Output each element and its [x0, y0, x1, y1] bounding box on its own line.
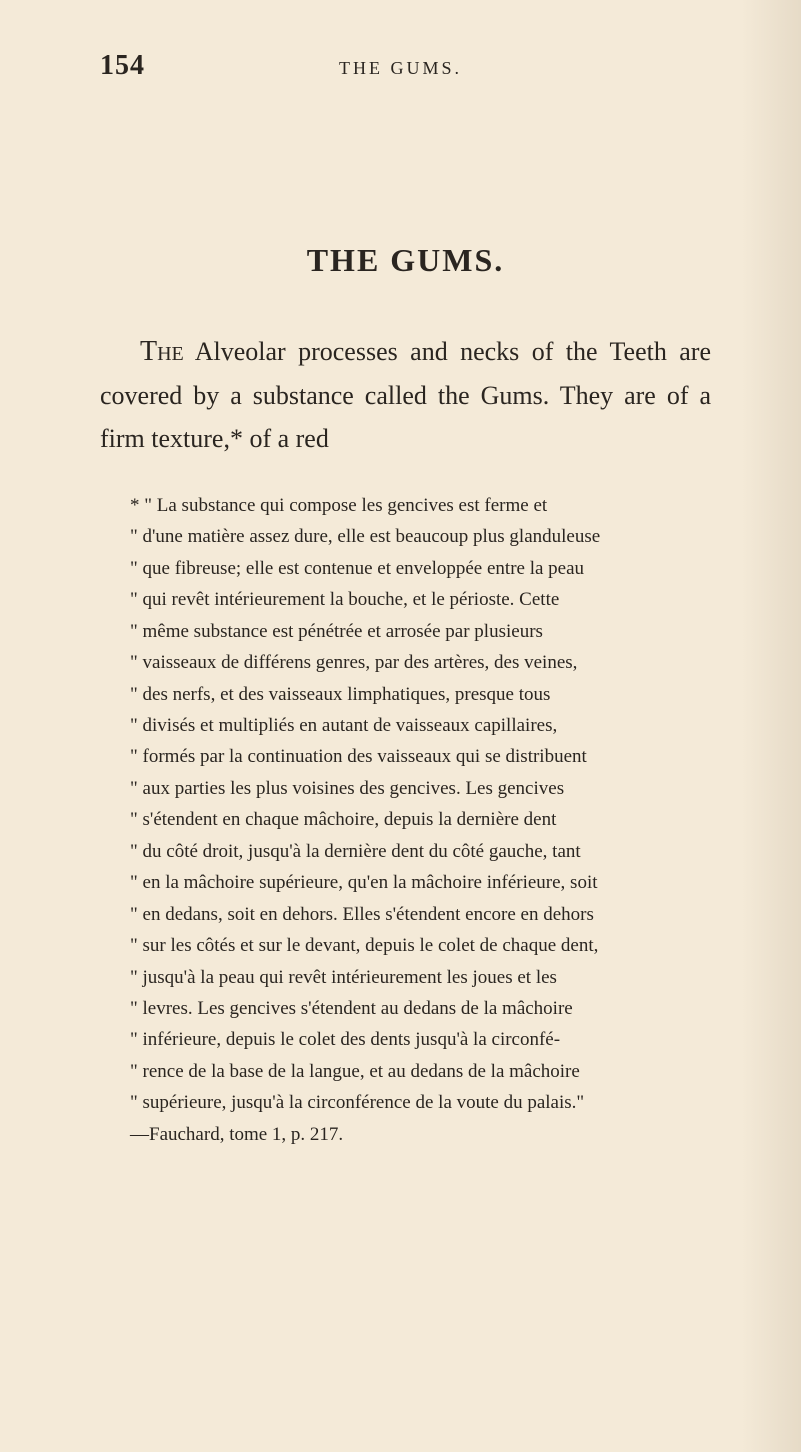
footnote-line: " en dedans, soit en dehors. Elles s'éte…	[100, 900, 711, 929]
running-header: THE GUMS.	[339, 58, 462, 79]
footnote-line: " supérieure, jusqu'à la circonférence d…	[100, 1088, 711, 1117]
body-rest: Alveolar processes and necks of the Teet…	[100, 337, 711, 453]
footnote-line: " rence de la base de la langue, et au d…	[100, 1057, 711, 1086]
footnote-line: " qui revêt intérieurement la bouche, et…	[100, 585, 711, 614]
chapter-title: THE GUMS.	[100, 242, 711, 279]
footnote-line: " levres. Les gencives s'étendent au ded…	[100, 994, 711, 1023]
footnote-line: " vaisseaux de différens genres, par des…	[100, 648, 711, 677]
footnote-line: " sur les côtés et sur le devant, depuis…	[100, 931, 711, 960]
footnote-block: * " La substance qui compose les gencive…	[100, 491, 711, 1149]
footnote-line: " divisés et multipliés en autant de vai…	[100, 711, 711, 740]
footnote-line: " d'une matière assez dure, elle est bea…	[100, 522, 711, 551]
first-word: The	[140, 336, 184, 367]
footnote-line: " du côté droit, jusqu'à la dernière den…	[100, 837, 711, 866]
footnote-line: " des nerfs, et des vaisseaux limphatiqu…	[100, 680, 711, 709]
body-paragraph: The Alveolar processes and necks of the …	[100, 329, 711, 461]
footnote-line: " que fibreuse; elle est contenue et env…	[100, 554, 711, 583]
footnote-line: * " La substance qui compose les gencive…	[100, 491, 711, 520]
footnote-line: " aux parties les plus voisines des genc…	[100, 774, 711, 803]
footnote-line: " s'étendent en chaque mâchoire, depuis …	[100, 805, 711, 834]
footnote-line: " en la mâchoire supérieure, qu'en la mâ…	[100, 868, 711, 897]
footnote-line: " jusqu'à la peau qui revêt intérieureme…	[100, 963, 711, 992]
footnote-line: " inférieure, depuis le colet des dents …	[100, 1025, 711, 1054]
footnote-line: " même substance est pénétrée et arrosée…	[100, 617, 711, 646]
footnote-line: " formés par la continuation des vaissea…	[100, 742, 711, 771]
footnote-line: —Fauchard, tome 1, p. 217.	[100, 1120, 711, 1149]
page-vignette	[741, 0, 801, 1452]
